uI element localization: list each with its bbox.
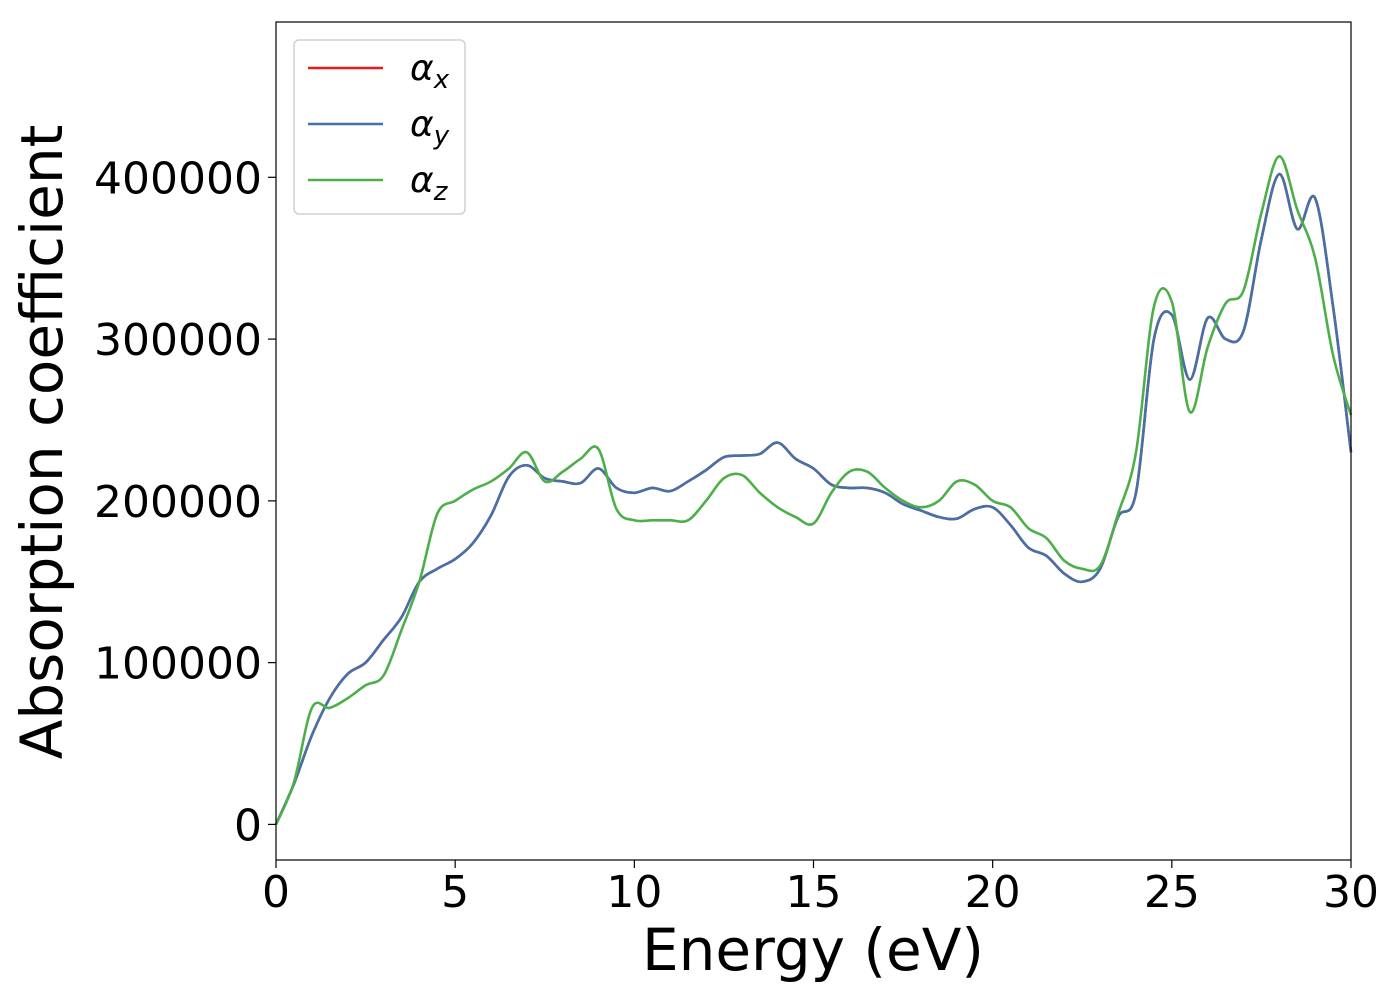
x-tick-label: 20 xyxy=(965,867,1021,918)
series-line-y xyxy=(274,172,1353,825)
y-tick-label: 200000 xyxy=(94,477,262,528)
y-tick-label: 0 xyxy=(234,800,262,851)
legend: αx αy αz xyxy=(293,39,466,215)
y-axis-ticks: 0 100000 200000 300000 400000 xyxy=(94,153,276,851)
x-tick-label: 0 xyxy=(262,867,290,918)
y-tick-label: 300000 xyxy=(94,315,262,366)
legend-box xyxy=(293,39,466,215)
x-tick-label: 30 xyxy=(1323,867,1379,918)
x-tick-label: 25 xyxy=(1144,867,1200,918)
y-tick-label: 100000 xyxy=(94,639,262,690)
y-axis-title: Absorption coefficient xyxy=(8,125,76,760)
plot-lines xyxy=(274,154,1353,825)
y-tick-label: 400000 xyxy=(94,153,262,204)
x-tick-label: 10 xyxy=(606,867,662,918)
x-axis-title: Energy (eV) xyxy=(642,916,984,984)
x-axis-ticks: 0 5 10 15 20 25 30 xyxy=(262,860,1379,918)
legend-label-y: αy xyxy=(410,104,450,151)
series-line-z xyxy=(274,154,1353,825)
x-tick-label: 5 xyxy=(441,867,469,918)
legend-label-x: αx xyxy=(410,48,450,95)
legend-label-z: αz xyxy=(410,160,449,207)
x-tick-label: 15 xyxy=(786,867,842,918)
